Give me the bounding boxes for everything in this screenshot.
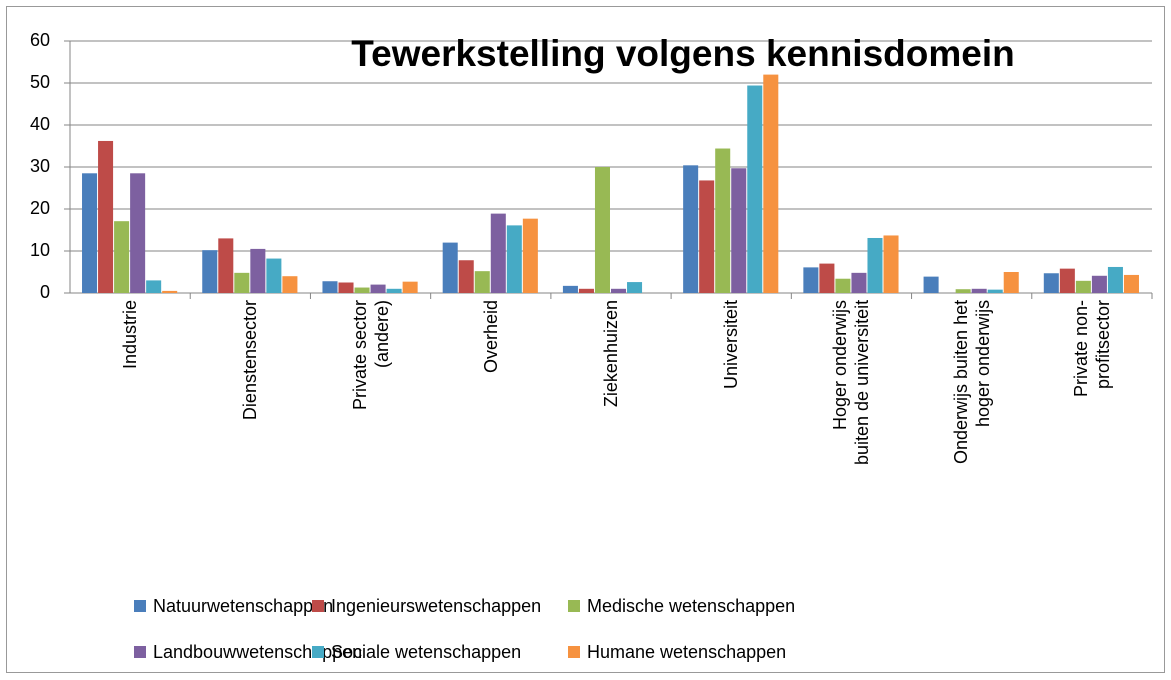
bar [162, 290, 178, 293]
bar [1075, 280, 1091, 293]
legend-swatch [312, 646, 324, 658]
bar [402, 281, 418, 293]
bar [506, 225, 522, 293]
bar [322, 281, 338, 293]
legend-swatch [568, 600, 580, 612]
x-tick-label: Industrie [120, 300, 141, 370]
bar [987, 289, 1003, 293]
bar [867, 237, 883, 293]
legend-label: Humane wetenschappen [587, 642, 786, 662]
x-tick-label: Dienstensector [240, 300, 261, 421]
bar [338, 282, 354, 293]
bar [578, 288, 594, 293]
x-tick-label: Hoger onderwijs buiten de universiteit [830, 300, 873, 466]
bar [562, 285, 578, 293]
bar [803, 267, 819, 293]
chart-frame [6, 6, 1165, 673]
legend-label: Landbouwwetenschappen [153, 642, 362, 662]
bar [250, 248, 266, 293]
bar [971, 288, 987, 293]
y-tick-label: 30 [30, 156, 50, 176]
bar [458, 260, 474, 293]
bar [731, 168, 747, 293]
bar [202, 250, 218, 293]
bar [282, 276, 298, 293]
y-tick-label: 50 [30, 72, 50, 92]
bar [234, 272, 250, 293]
bar [218, 238, 234, 293]
bar [955, 289, 971, 293]
legend-swatch [312, 600, 324, 612]
bar [146, 280, 162, 293]
bar [130, 173, 146, 293]
bar [747, 85, 763, 294]
bar [354, 287, 370, 293]
bar [522, 218, 538, 293]
bar [923, 276, 939, 293]
legend-label: Sociale wetenschappen [331, 642, 521, 662]
bar [1059, 268, 1075, 293]
x-tick-label: Private non-profitsector [1070, 300, 1113, 398]
bar [819, 263, 835, 293]
bar [442, 242, 458, 293]
x-tick-label: Universiteit [721, 300, 742, 390]
x-tick-label: Private sector (andere) [349, 300, 392, 411]
legend-swatch [134, 646, 146, 658]
bar [474, 271, 490, 293]
bar [98, 140, 114, 293]
bar [594, 167, 610, 293]
bar [114, 221, 130, 293]
bar [490, 213, 506, 293]
bar [370, 284, 386, 293]
y-tick-label: 20 [30, 198, 50, 218]
y-tick-label: 40 [30, 114, 50, 134]
bar [851, 272, 867, 293]
bar [763, 74, 779, 293]
legend-label: Natuurwetenschappen [153, 596, 333, 616]
bar [1123, 274, 1139, 293]
y-tick-label: 10 [30, 240, 50, 260]
y-tick-label: 0 [40, 282, 50, 302]
legend-swatch [568, 646, 580, 658]
bar [266, 258, 282, 293]
bar [835, 278, 851, 293]
bar [715, 148, 731, 293]
bar [82, 173, 98, 293]
bar [1091, 275, 1107, 293]
x-tick-label: Ziekenhuizen [601, 300, 621, 408]
bar [386, 288, 402, 293]
bar [1107, 266, 1123, 293]
x-tick-label: Overheid [480, 300, 501, 374]
bar [683, 165, 699, 293]
bar [883, 235, 899, 293]
legend-swatch [134, 600, 146, 612]
bar [1003, 272, 1019, 293]
legend-label: Medische wetenschappen [587, 596, 795, 616]
bar [611, 288, 627, 293]
bar [1043, 273, 1059, 293]
y-tick-label: 60 [30, 30, 50, 50]
bar [627, 282, 643, 293]
bar [699, 180, 715, 293]
legend-label: Ingenieurswetenschappen [331, 596, 541, 616]
x-tick-label: Onderwijs buiten het hoger onderwijs [950, 300, 993, 465]
chart-title: Tewerkstelling volgens kennisdomein [351, 33, 1014, 74]
